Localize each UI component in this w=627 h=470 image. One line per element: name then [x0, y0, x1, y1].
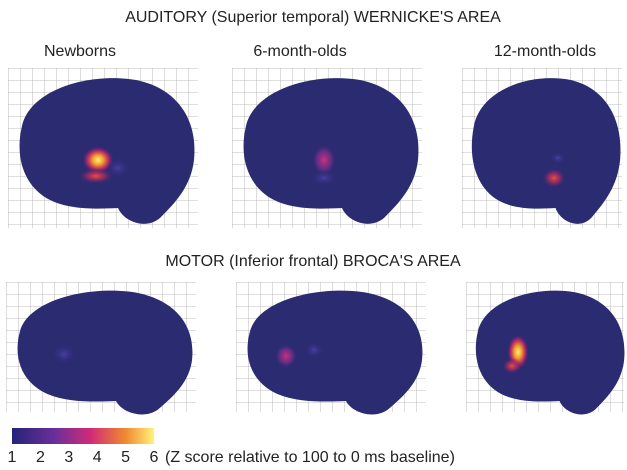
column-label: Newborns [44, 43, 116, 60]
colorbar [12, 428, 154, 444]
brain-panel [466, 282, 625, 415]
brain-panel [8, 68, 198, 228]
brain-panel [232, 68, 422, 228]
brain-panel [236, 282, 426, 415]
section-title: MOTOR (Inferior frontal) BROCA'S AREA [165, 253, 461, 270]
section-title: AUDITORY (Superior temporal) WERNICKE'S … [125, 9, 501, 26]
brain-panel [462, 68, 622, 228]
colorbar-tick: 4 [93, 449, 102, 466]
colorbar-tick: 1 [8, 449, 17, 466]
column-label: 12-month-olds [494, 43, 596, 60]
colorbar-tick: 2 [36, 449, 45, 466]
colorbar-caption: (Z score relative to 100 to 0 ms baselin… [165, 449, 455, 466]
colorbar-tick: 5 [121, 449, 130, 466]
brain-panel [6, 282, 196, 415]
colorbar-tick: 6 [150, 449, 159, 466]
colorbar-tick: 3 [64, 449, 73, 466]
column-label: 6-month-olds [253, 43, 346, 60]
